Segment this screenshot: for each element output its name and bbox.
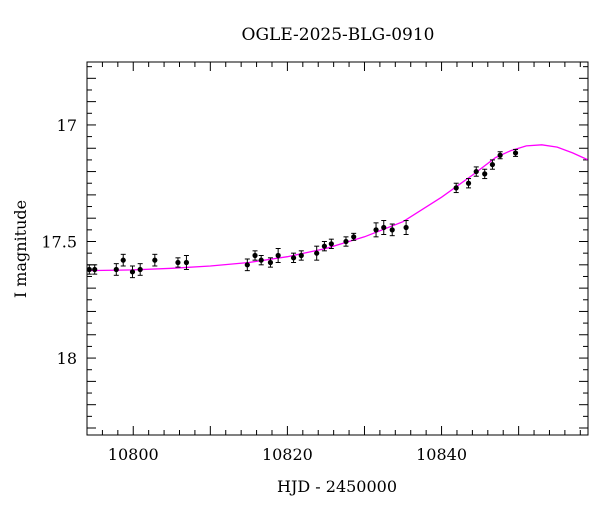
data-point (314, 250, 320, 256)
data-point (244, 262, 250, 268)
data-point (183, 259, 190, 266)
data-point (381, 224, 387, 231)
axis-tick-labels: 10800 10820 10840 17 17.5 18 (41, 116, 467, 464)
data-point (129, 269, 136, 275)
x-axis-label: HJD - 2450000 (277, 477, 397, 496)
model-curve (87, 144, 588, 272)
data-point (175, 259, 181, 266)
data-point (465, 180, 472, 186)
chart-title: OGLE-2025-BLG-0910 (242, 25, 435, 45)
data-point (473, 168, 479, 175)
data-point (328, 241, 334, 247)
plot-frame (86, 61, 589, 436)
data-point (252, 252, 258, 259)
x-tick-label: 10800 (108, 445, 159, 464)
x-tick-label: 10840 (416, 445, 467, 464)
data-point (120, 257, 126, 263)
data-point (290, 255, 297, 261)
data-points-layer (87, 148, 519, 279)
data-point (321, 243, 327, 249)
data-point (92, 266, 98, 273)
data-point (113, 266, 119, 273)
data-point (267, 259, 274, 266)
data-point (298, 252, 304, 259)
data-point (152, 257, 158, 263)
data-point (137, 266, 143, 273)
data-point (482, 171, 488, 177)
data-point (453, 185, 459, 191)
data-point (512, 150, 519, 156)
data-point (497, 152, 503, 158)
y-axis-label: I magnitude (11, 200, 30, 298)
data-point (343, 238, 349, 245)
data-point (373, 227, 379, 233)
data-point (351, 234, 357, 240)
y-tick-label: 18 (57, 349, 77, 368)
y-tick-label: 17 (57, 116, 77, 135)
data-point (489, 161, 496, 168)
data-point (87, 266, 92, 273)
data-point (275, 252, 281, 259)
model-curve-layer (87, 144, 588, 272)
data-point (403, 224, 409, 231)
x-tick-label: 10820 (262, 445, 313, 464)
data-point (258, 257, 264, 263)
y-tick-label: 17.5 (41, 233, 77, 252)
data-point (389, 227, 395, 233)
